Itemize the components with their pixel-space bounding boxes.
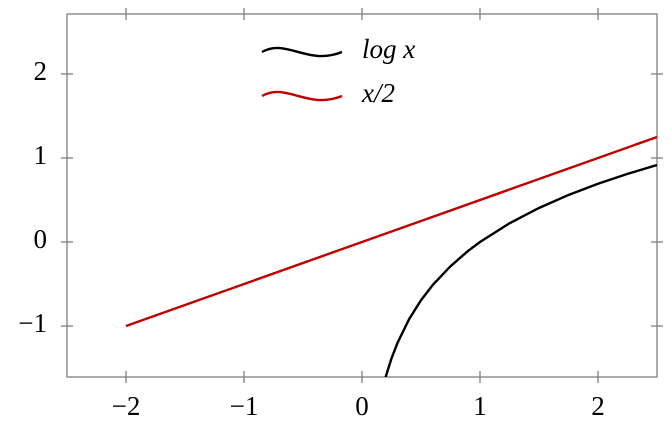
series-line bbox=[125, 135, 657, 328]
x-tick-label: 2 bbox=[591, 391, 605, 421]
series-line bbox=[384, 163, 657, 377]
legend-swatch bbox=[261, 90, 343, 102]
y-tick-label: 0 bbox=[34, 224, 48, 254]
y-tick-label: 2 bbox=[34, 56, 48, 86]
x-tick-label: 0 bbox=[355, 391, 369, 421]
legend-label: x/2 bbox=[361, 78, 395, 108]
x-tick-label: −1 bbox=[230, 391, 259, 421]
x-tick-label: −2 bbox=[112, 391, 141, 421]
x-tick-label: 1 bbox=[473, 391, 487, 421]
plot-area bbox=[125, 135, 657, 377]
y-tick-label: −1 bbox=[18, 308, 47, 338]
legend-swatch bbox=[261, 46, 343, 58]
y-tick-label: 1 bbox=[34, 140, 48, 170]
legend-label: log x bbox=[362, 34, 415, 64]
